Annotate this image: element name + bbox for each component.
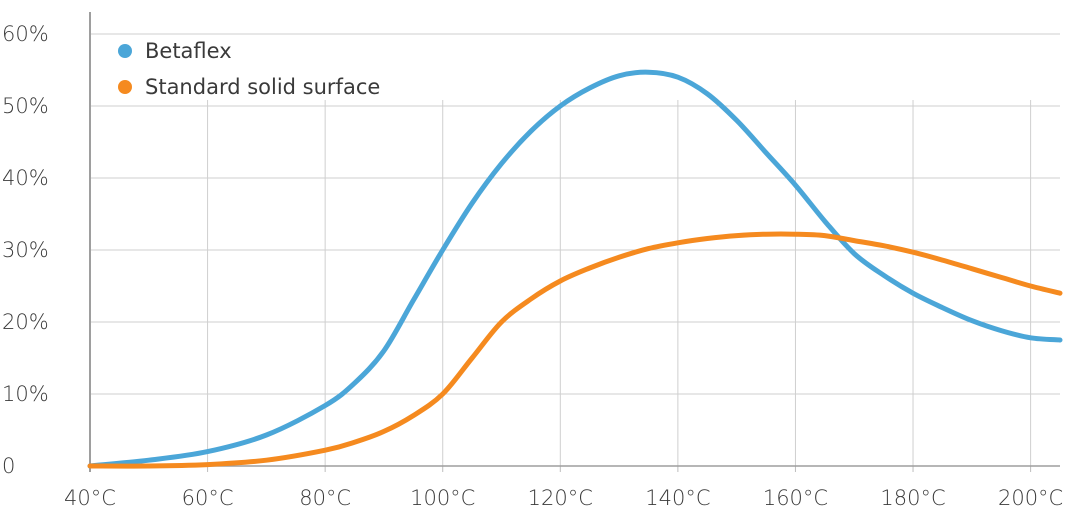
series-line-standard-solid-surface [87, 231, 1063, 469]
y-tick-label: 20% [2, 310, 49, 334]
x-axis-tick-labels: 40°C 60°C 80°C 100°C 120°C 140°C 160°C 180°C 200… [64, 486, 1063, 510]
y-tick-label: 40% [2, 166, 49, 190]
x-tick-label: 80°C [299, 486, 351, 510]
axes [89, 12, 1060, 472]
legend-label-betaflex: Betaflex [145, 39, 232, 63]
legend-label-standard-solid-surface: Standard solid surface [145, 75, 380, 99]
series-line-betaflex [87, 69, 1063, 469]
x-tick-label: 180°C [880, 486, 945, 510]
x-tick-label: 160°C [763, 486, 828, 510]
x-tick-label: 100°C [410, 486, 475, 510]
series-lines [87, 69, 1063, 469]
y-tick-label: 10% [2, 382, 49, 406]
y-axis-tick-labels: 0 10% 20% 30% 40% 50% 60% [2, 22, 49, 478]
x-tick-label: 200°C [998, 486, 1063, 510]
x-tick-label: 60°C [182, 486, 234, 510]
y-tick-label: 60% [2, 22, 49, 46]
legend-marker-standard-solid-surface [118, 80, 132, 94]
x-tick-label: 40°C [64, 486, 116, 510]
legend-marker-betaflex [118, 44, 132, 58]
x-tick-label: 140°C [645, 486, 710, 510]
legend: Betaflex Standard solid surface [118, 39, 380, 99]
y-tick-label: 0 [2, 454, 15, 478]
y-tick-label: 50% [2, 94, 49, 118]
x-tick-label: 120°C [528, 486, 593, 510]
y-tick-label: 30% [2, 238, 49, 262]
